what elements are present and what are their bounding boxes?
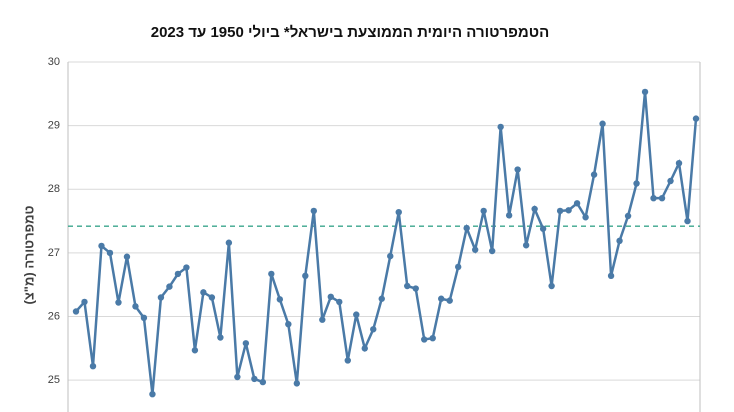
y-tick-label: 29: [48, 120, 60, 132]
data-point: [514, 166, 521, 173]
data-point: [641, 88, 649, 96]
data-point: [234, 373, 241, 381]
data-point: [157, 294, 165, 301]
data-point: [497, 123, 504, 131]
data-point: [454, 263, 462, 271]
data-point: [616, 237, 623, 245]
data-point: [387, 252, 394, 260]
data-point: [361, 345, 368, 352]
data-point: [650, 194, 657, 202]
data-point: [353, 311, 360, 318]
data-point: [242, 340, 250, 347]
data-point: [98, 242, 105, 250]
data-point: [293, 380, 301, 387]
data-point: [259, 378, 267, 386]
data-point: [565, 207, 572, 214]
data-point: [471, 246, 479, 253]
data-point: [285, 320, 292, 328]
data-point: [132, 303, 139, 310]
data-point: [480, 207, 487, 215]
data-point: [208, 294, 216, 301]
data-point: [488, 247, 496, 255]
data-point: [166, 283, 173, 290]
data-point: [531, 205, 538, 213]
data-point: [573, 200, 581, 207]
data-point: [539, 225, 547, 232]
data-point: [607, 272, 615, 280]
data-point: [89, 362, 97, 370]
data-point: [505, 212, 513, 219]
data-point: [276, 296, 284, 303]
data-point: [404, 282, 411, 290]
data-point: [115, 299, 122, 306]
data-point: [684, 217, 691, 225]
data-point: [123, 253, 131, 260]
data-point: [582, 214, 589, 221]
data-point: [624, 212, 632, 220]
data-point: [667, 177, 674, 185]
data-point: [438, 295, 445, 302]
data-point: [217, 334, 224, 341]
data-point: [692, 115, 700, 122]
data-point: [378, 295, 385, 302]
data-point: [599, 120, 606, 127]
series-line: [75, 91, 698, 395]
data-point: [446, 297, 453, 304]
data-point: [412, 285, 419, 292]
data-point: [200, 289, 207, 296]
data-point: [421, 336, 428, 343]
data-point: [336, 298, 343, 306]
data-point: [302, 272, 309, 280]
data-point: [72, 308, 80, 315]
chart-title: הטמפרטורה היומית הממוצעת בישראל* ביולי 1…: [151, 24, 550, 41]
data-point: [548, 282, 555, 290]
data-point: [140, 314, 148, 322]
data-point: [149, 390, 156, 398]
data-point: [590, 171, 598, 178]
data-point: [327, 293, 334, 301]
data-point: [556, 207, 564, 215]
y-tick-label: 27: [48, 247, 60, 259]
data-point: [522, 242, 530, 249]
data-point: [174, 270, 182, 278]
data-point: [268, 270, 275, 278]
data-point: [463, 224, 470, 232]
data-point: [395, 208, 402, 216]
data-point: [429, 334, 436, 342]
data-point: [344, 357, 351, 364]
data-point: [106, 249, 114, 257]
data-point: [319, 316, 326, 323]
data-point: [191, 347, 199, 354]
data-point: [183, 264, 190, 271]
y-tick-label: 30: [48, 56, 60, 68]
data-point: [370, 326, 377, 333]
data-point: [251, 375, 258, 383]
data-point: [633, 180, 640, 187]
data-point: [81, 298, 88, 306]
y-tick-label: 26: [48, 310, 60, 322]
data-point: [310, 207, 318, 215]
data-point: [658, 194, 666, 202]
data-point: [675, 159, 683, 167]
y-tick-label: 25: [48, 374, 60, 386]
y-axis-label: טמפרטורה (מ"צ): [21, 205, 36, 304]
data-point: [225, 239, 233, 246]
y-tick-label: 28: [48, 183, 60, 195]
